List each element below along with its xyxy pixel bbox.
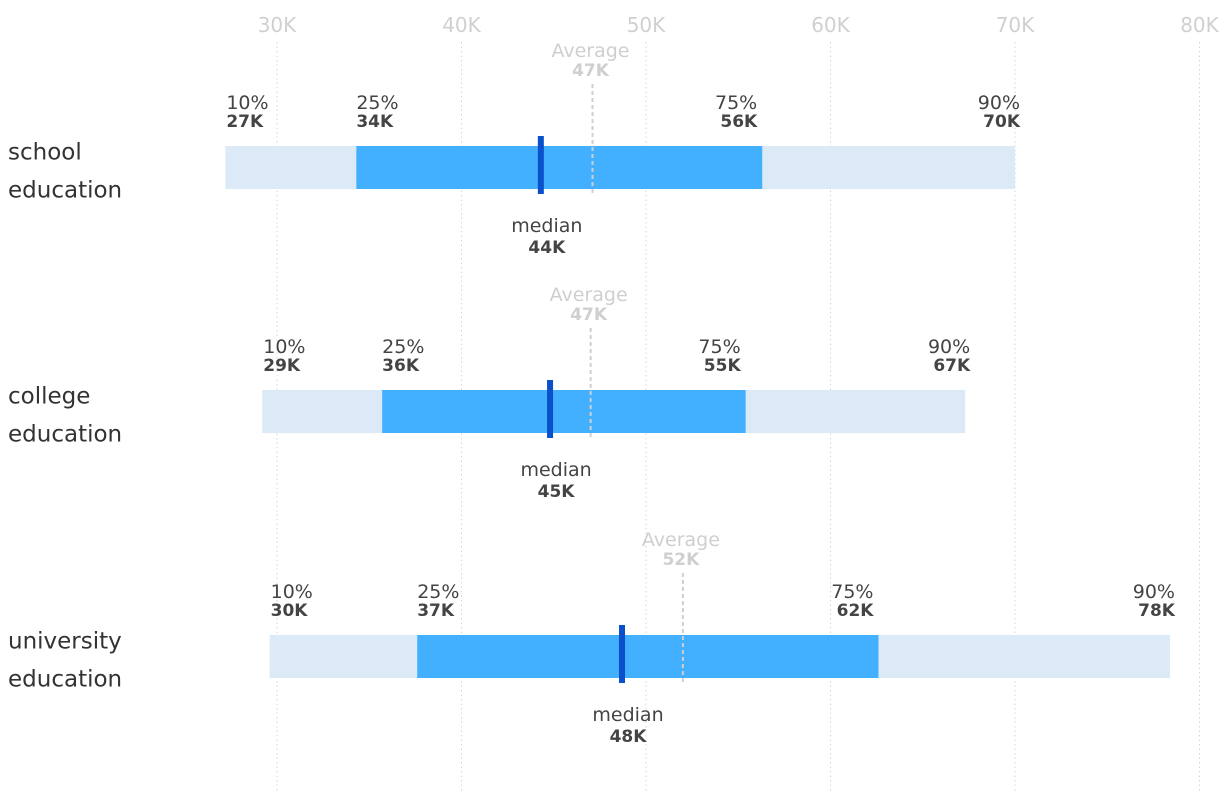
average-label: Average <box>550 284 628 306</box>
p90-value: 67K <box>933 356 971 376</box>
p10-value: 27K <box>226 112 264 132</box>
x-tick-label: 80K <box>1180 13 1219 37</box>
average-value: 47K <box>572 61 610 81</box>
p10-value: 29K <box>263 356 301 376</box>
p90-label: 90% <box>928 336 970 358</box>
median-value: 44K <box>528 238 566 258</box>
p10-value: 30K <box>271 601 309 621</box>
row-label-line-1: school <box>8 140 82 166</box>
average-label: Average <box>642 529 720 551</box>
median-label: median <box>520 459 591 481</box>
median-label: median <box>511 215 582 237</box>
p75-label: 75% <box>715 92 757 114</box>
average-value: 47K <box>570 305 608 325</box>
p90-label: 90% <box>978 92 1020 114</box>
p90-value: 78K <box>1138 601 1176 621</box>
x-tick-label: 60K <box>811 13 850 37</box>
p75-label: 75% <box>698 336 740 358</box>
x-tick-label: 50K <box>627 13 666 37</box>
bar-p25-p75 <box>356 146 763 189</box>
bar-p25-p75 <box>417 635 879 678</box>
x-tick-label: 40K <box>442 13 481 37</box>
row-label-line-2: education <box>8 667 122 693</box>
average-value: 52K <box>662 550 700 570</box>
median-value: 45K <box>538 482 576 502</box>
median-value: 48K <box>610 727 648 747</box>
median-label: median <box>592 704 663 726</box>
row-label-line-1: university <box>8 629 122 655</box>
average-label: Average <box>551 40 629 62</box>
median-marker <box>619 625 626 683</box>
p25-label: 25% <box>356 92 398 114</box>
p90-value: 70K <box>983 112 1021 132</box>
p25-value: 34K <box>356 112 394 132</box>
p25-value: 36K <box>382 356 420 376</box>
median-marker <box>537 136 544 194</box>
p75-value: 56K <box>720 112 758 132</box>
p25-label: 25% <box>417 581 459 603</box>
p10-label: 10% <box>263 336 305 358</box>
p10-label: 10% <box>226 92 268 114</box>
p90-label: 90% <box>1133 581 1175 603</box>
p10-label: 10% <box>271 581 313 603</box>
p25-value: 37K <box>417 601 455 621</box>
row-label-line-2: education <box>8 178 122 204</box>
row-label-line-1: college <box>8 384 90 410</box>
p75-value: 55K <box>704 356 742 376</box>
row-label-line-2: education <box>8 422 122 448</box>
x-tick-label: 30K <box>258 13 297 37</box>
x-tick-label: 70K <box>996 13 1035 37</box>
bar-p25-p75 <box>382 390 746 433</box>
p75-label: 75% <box>831 581 873 603</box>
median-marker <box>547 380 554 438</box>
p25-label: 25% <box>382 336 424 358</box>
p75-value: 62K <box>837 601 875 621</box>
